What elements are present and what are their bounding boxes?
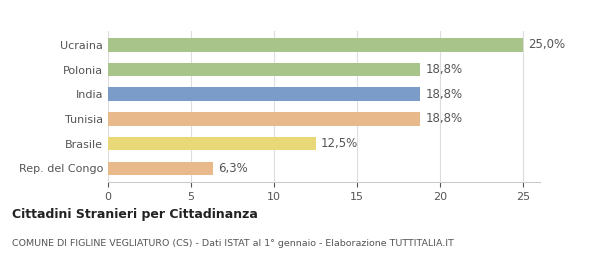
Text: 25,0%: 25,0% <box>529 38 565 51</box>
Text: 18,8%: 18,8% <box>425 113 463 126</box>
Text: COMUNE DI FIGLINE VEGLIATURO (CS) - Dati ISTAT al 1° gennaio - Elaborazione TUTT: COMUNE DI FIGLINE VEGLIATURO (CS) - Dati… <box>12 239 454 248</box>
Bar <box>108 161 212 175</box>
Bar <box>108 63 421 76</box>
Bar <box>108 38 523 52</box>
Text: 6,3%: 6,3% <box>218 162 247 175</box>
Text: Cittadini Stranieri per Cittadinanza: Cittadini Stranieri per Cittadinanza <box>12 208 258 221</box>
Bar <box>108 137 316 151</box>
Text: 18,8%: 18,8% <box>425 88 463 101</box>
Bar <box>108 112 421 126</box>
Text: 12,5%: 12,5% <box>320 137 358 150</box>
Bar <box>108 87 421 101</box>
Text: 18,8%: 18,8% <box>425 63 463 76</box>
